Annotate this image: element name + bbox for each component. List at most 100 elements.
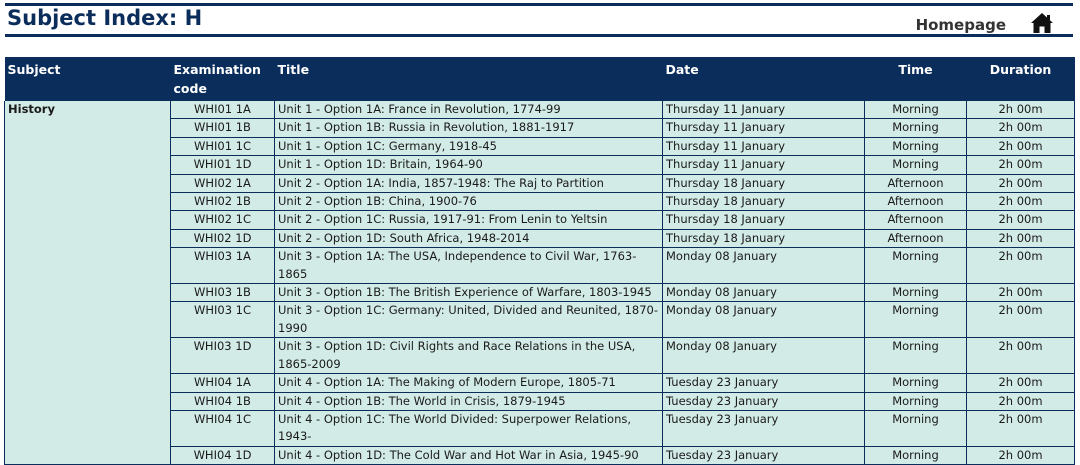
table-row: WHI03 1A Unit 3 - Option 1A: The USA, Ind… <box>5 247 1075 285</box>
time-cell: Morning <box>864 373 967 393</box>
title-cell: Unit 4 - Option 1D: The Cold War and Hot… <box>274 445 663 465</box>
exam-code-cell: WHI03 1B <box>170 283 275 303</box>
title-cell: Unit 1 - Option 1B: Russia in Revolution… <box>274 118 663 138</box>
column-header-duration: Duration <box>966 57 1075 101</box>
exam-code-cell: WHI02 1B <box>170 192 275 212</box>
exam-timetable: Subject Examination code Title Date Time… <box>4 57 1075 465</box>
table-row: History WHI01 1A Unit 1 - Option 1A: Franc… <box>4 99 1075 465</box>
title-cell: Unit 1 - Option 1A: France in Revolution… <box>274 99 663 120</box>
time-cell: Morning <box>864 118 967 138</box>
time-cell: Morning <box>864 99 967 120</box>
table-body: History WHI01 1A Unit 1 - Option 1A: Franc… <box>4 99 1075 465</box>
subject-cell: History <box>4 100 171 465</box>
time-cell: Morning <box>864 391 967 411</box>
duration-cell: 2h 00m <box>966 155 1075 175</box>
date-cell: Monday 08 January <box>662 301 865 339</box>
table-row: WHI03 1B Unit 3 - Option 1B: The British … <box>5 283 1075 303</box>
title-cell: Unit 3 - Option 1B: The British Experien… <box>274 283 663 303</box>
date-cell: Monday 08 January <box>662 247 865 285</box>
date-cell: Thursday 18 January <box>662 173 865 194</box>
title-cell: Unit 4 - Option 1B: The World in Crisis,… <box>274 391 663 411</box>
column-header-time: Time <box>864 57 967 101</box>
table-header-row: Subject Examination code Title Date Time… <box>4 57 1075 101</box>
duration-cell: 2h 00m <box>966 228 1075 249</box>
column-header-subject: Subject <box>4 57 171 101</box>
title-cell: Unit 4 - Option 1C: The World Divided: S… <box>274 409 663 447</box>
exam-code-cell: WHI01 1C <box>170 136 275 157</box>
title-cell: Unit 2 - Option 1A: India, 1857-1948: Th… <box>274 173 663 194</box>
duration-cell: 2h 00m <box>966 283 1075 303</box>
exam-code-cell: WHI03 1D <box>170 337 275 375</box>
title-cell: Unit 2 - Option 1C: Russia, 1917-91: Fro… <box>274 210 663 230</box>
duration-cell: 2h 00m <box>966 118 1075 138</box>
duration-cell: 2h 00m <box>966 445 1075 465</box>
time-cell: Morning <box>864 136 967 157</box>
title-cell: Unit 3 - Option 1A: The USA, Independenc… <box>274 247 663 285</box>
date-cell: Monday 08 January <box>662 337 865 375</box>
time-cell: Morning <box>864 409 967 447</box>
title-rule <box>5 34 1073 37</box>
date-cell: Thursday 11 January <box>662 155 865 175</box>
exam-code-cell: WHI03 1A <box>170 247 275 285</box>
duration-cell: 2h 00m <box>966 373 1075 393</box>
title-cell: Unit 3 - Option 1D: Civil Rights and Rac… <box>274 337 663 375</box>
time-cell: Afternoon <box>864 210 967 230</box>
exam-code-cell: WHI04 1C <box>170 409 275 447</box>
date-cell: Thursday 11 January <box>662 136 865 157</box>
date-cell: Tuesday 23 January <box>662 409 865 447</box>
exam-table-container: Subject Examination code Title Date Time… <box>4 57 1075 465</box>
top-rule <box>5 3 1073 6</box>
title-cell: Unit 2 - Option 1D: South Africa, 1948-2… <box>274 228 663 249</box>
home-icon[interactable] <box>1030 12 1054 34</box>
time-cell: Morning <box>864 283 967 303</box>
duration-cell: 2h 00m <box>966 136 1075 157</box>
table-row: WHI02 1C Unit 2 - Option 1C: Russia, 1917… <box>5 210 1075 230</box>
exam-code-cell: WHI03 1C <box>170 301 275 339</box>
duration-cell: 2h 00m <box>966 192 1075 212</box>
time-cell: Morning <box>864 247 967 285</box>
title-cell: Unit 2 - Option 1B: China, 1900-76 <box>274 192 663 212</box>
column-header-date: Date <box>662 57 865 101</box>
exam-code-cell: WHI01 1D <box>170 155 275 175</box>
table-row: WHI01 1D Unit 1 - Option 1D: Britain, 196… <box>5 155 1075 175</box>
title-cell: Unit 1 - Option 1D: Britain, 1964-90 <box>274 155 663 175</box>
time-cell: Morning <box>864 445 967 465</box>
duration-cell: 2h 00m <box>966 409 1075 447</box>
table-row: WHI02 1D Unit 2 - Option 1D: South Africa… <box>5 228 1075 249</box>
column-header-title: Title <box>274 57 663 101</box>
table-row: WHI03 1D Unit 3 - Option 1D: Civil Rights… <box>5 337 1075 375</box>
table-row: WHI02 1A Unit 2 - Option 1A: India, 1857-… <box>5 173 1075 194</box>
date-cell: Tuesday 23 January <box>662 445 865 465</box>
table-row: WHI03 1C Unit 3 - Option 1C: Germany: Uni… <box>5 301 1075 339</box>
exam-code-cell: WHI04 1A <box>170 373 275 393</box>
exam-code-cell: WHI04 1B <box>170 391 275 411</box>
date-cell: Thursday 11 January <box>662 118 865 138</box>
table-row: WHI04 1A Unit 4 - Option 1A: The Making o… <box>5 373 1075 393</box>
duration-cell: 2h 00m <box>966 210 1075 230</box>
exam-code-cell: WHI02 1D <box>170 228 275 249</box>
date-cell: Thursday 11 January <box>662 99 865 120</box>
exam-code-cell: WHI01 1B <box>170 118 275 138</box>
duration-cell: 2h 00m <box>966 301 1075 339</box>
time-cell: Afternoon <box>864 228 967 249</box>
time-cell: Morning <box>864 301 967 339</box>
table-row: WHI04 1B Unit 4 - Option 1B: The World in… <box>5 391 1075 411</box>
time-cell: Afternoon <box>864 173 967 194</box>
title-cell: Unit 4 - Option 1A: The Making of Modern… <box>274 373 663 393</box>
date-cell: Tuesday 23 January <box>662 391 865 411</box>
duration-cell: 2h 00m <box>966 247 1075 285</box>
duration-cell: 2h 00m <box>966 99 1075 120</box>
date-cell: Tuesday 23 January <box>662 373 865 393</box>
column-header-examination-code: Examination code <box>170 57 275 101</box>
date-cell: Thursday 18 January <box>662 192 865 212</box>
exam-code-cell: WHI01 1A <box>170 99 275 120</box>
duration-cell: 2h 00m <box>966 391 1075 411</box>
exam-code-cell: WHI02 1A <box>170 173 275 194</box>
homepage-link[interactable]: Homepage <box>915 16 1006 34</box>
page-title: Subject Index: H <box>7 6 203 30</box>
time-cell: Morning <box>864 337 967 375</box>
exam-code-cell: WHI04 1D <box>170 445 275 465</box>
table-row: WHI02 1B Unit 2 - Option 1B: China, 1900-… <box>5 192 1075 212</box>
exam-code-cell: WHI02 1C <box>170 210 275 230</box>
duration-cell: 2h 00m <box>966 173 1075 194</box>
